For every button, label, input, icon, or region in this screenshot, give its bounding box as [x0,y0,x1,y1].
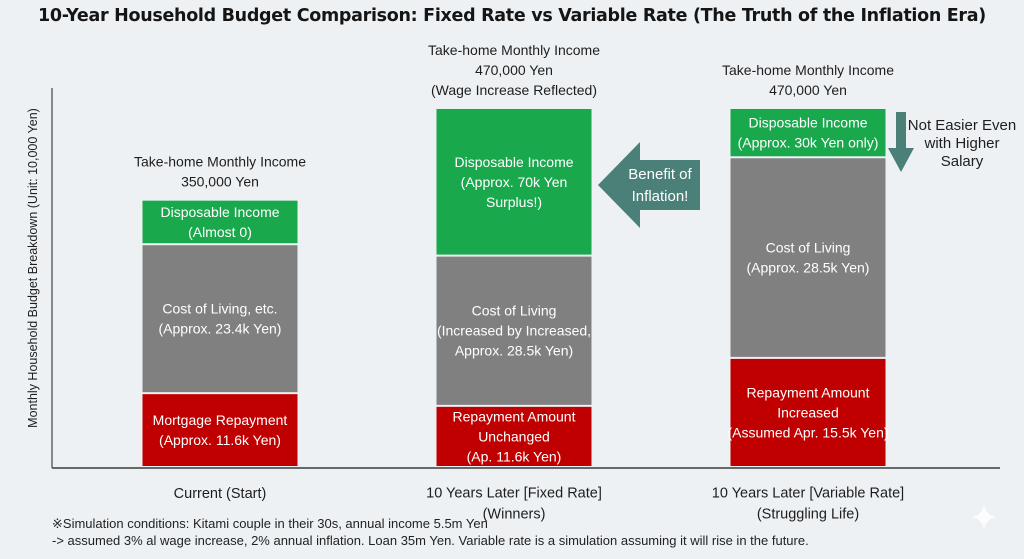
segment-label-mortgage-repayment: Repayment Amount Unchanged (Ap. 11.6k Yen) [453,408,576,464]
not-easier-text-line: Salary [941,153,984,170]
stacked-bar: Repayment Amount Increased (Assumed Apr. 1… [712,62,904,523]
x-tick-label: Current (Start) [174,486,267,502]
segment-label-disposable-income-line: (Almost 0) [188,224,252,240]
not-easier-annotation: Not Easier Even with Higher Salary [888,112,1016,172]
segment-label-cost-of-living-line: Approx. 28.5k Yen) [455,343,573,359]
bars: Mortgage Repayment (Approx. 11.6k Yen) Cos… [134,42,904,523]
sparkle-icon [972,505,996,529]
benefit-arrow-text-line: Inflation! [632,188,689,205]
x-tick-label-line: (Struggling Life) [757,507,859,523]
x-tick-label-line: Current (Start) [174,486,267,502]
segment-label-disposable-income-line: (Approx. 70k Yen [461,174,568,190]
segment-label-cost-of-living-line: (Approx. 28.5k Yen) [747,260,870,276]
axes [51,88,1000,469]
down-arrow-icon [888,112,914,172]
segment-label-mortgage-repayment: Mortgage Repayment (Approx. 11.6k Yen) [153,412,288,448]
x-tick-label-line: (Winners) [483,507,546,523]
bar-segment-disposable-income [436,109,592,255]
segment-label-cost-of-living: Cost of Living (Increased by Increased, Ap… [437,303,591,359]
income-caption-line: 470,000 Yen [475,62,553,78]
x-tick-label: 10 Years Later [Fixed Rate] (Winners) [426,486,602,523]
segment-label-cost-of-living-line: (Increased by Increased, [437,323,591,339]
x-tick-label-line: 10 Years Later [Variable Rate] [712,486,904,502]
stacked-bar: Mortgage Repayment (Approx. 11.6k Yen) Cos… [134,154,306,502]
simulation-note-line-1: ※Simulation conditions: Kitami couple in… [52,516,488,531]
segment-label-mortgage-repayment-line: (Ap. 11.6k Yen) [467,448,562,464]
segment-label-disposable-income-line: Disposable Income [160,204,279,220]
segment-label-cost-of-living: Cost of Living, etc. (Approx. 23.4k Yen) [159,301,282,337]
not-easier-text: Not Easier Even with Higher Salary [908,117,1016,170]
bar-segment-mortgage-repayment [436,406,592,466]
not-easier-text-line: with Higher [923,135,999,152]
chart-title: 10-Year Household Budget Comparison: Fix… [38,6,986,26]
segment-label-mortgage-repayment-line: Repayment Amount [453,408,576,424]
segment-label-mortgage-repayment-line: Repayment Amount [747,384,870,400]
income-caption: Take-home Monthly Income 470,000 Yen (Wage… [428,42,600,98]
bar-segment-cost-of-living [436,256,592,405]
segment-label-disposable-income: Disposable Income (Approx. 30k Yen only) [738,115,879,151]
bar-segment-mortgage-repayment [142,394,298,466]
x-tick-label: 10 Years Later [Variable Rate] (Strugglin… [712,486,904,523]
benefit-arrow-text-line: Benefit of [628,166,692,183]
benefit-arrow: Benefit of Inflation! [598,142,700,228]
segment-label-disposable-income: Disposable Income (Approx. 70k Yen Surplus… [454,154,573,210]
income-caption: Take-home Monthly Income 350,000 Yen [134,154,306,190]
segment-label-cost-of-living-line: Cost of Living, etc. [162,301,277,317]
segment-label-mortgage-repayment-line: Mortgage Repayment [153,412,288,428]
bar-segment-cost-of-living [142,245,298,393]
income-caption: Take-home Monthly Income 470,000 Yen [722,62,894,98]
left-arrow-icon [598,142,700,228]
income-caption-line: Take-home Monthly Income [134,154,306,170]
segment-label-cost-of-living: Cost of Living (Approx. 28.5k Yen) [747,240,870,276]
segment-label-disposable-income: Disposable Income (Almost 0) [160,204,279,240]
segment-label-disposable-income-line: Disposable Income [454,154,573,170]
income-caption-line: 350,000 Yen [181,174,259,190]
not-easier-text-line: Not Easier Even [908,117,1016,134]
segment-label-disposable-income-line: Disposable Income [748,115,867,131]
segment-label-mortgage-repayment: Repayment Amount Increased (Assumed Apr. 1… [727,384,888,440]
segment-label-cost-of-living-line: Cost of Living [472,303,557,319]
income-caption-line: (Wage Increase Reflected) [431,82,597,98]
benefit-arrow-text: Benefit of Inflation! [628,166,692,205]
stacked-bar: Repayment Amount Unchanged (Ap. 11.6k Yen)… [426,42,602,523]
income-caption-line: Take-home Monthly Income [428,42,600,58]
annotations: Benefit of Inflation! Not Easier Even with … [598,112,1016,228]
segment-label-disposable-income-line: Surplus!) [486,194,542,210]
segment-label-mortgage-repayment-line: (Approx. 11.6k Yen) [159,432,281,448]
segment-label-disposable-income-line: (Approx. 30k Yen only) [738,135,879,151]
income-caption-line: 470,000 Yen [769,82,847,98]
bar-segment-cost-of-living [730,158,886,357]
segment-label-mortgage-repayment-line: Unchanged [478,428,550,444]
bar-segment-mortgage-repayment [730,358,886,466]
y-axis-label: Monthly Household Budget Breakdown (Unit… [26,108,40,428]
segment-label-cost-of-living-line: Cost of Living [766,240,851,256]
bar-segment-disposable-income [142,200,298,244]
segment-label-cost-of-living-line: (Approx. 23.4k Yen) [159,321,282,337]
segment-label-mortgage-repayment-line: (Assumed Apr. 15.5k Yen) [727,424,888,440]
x-tick-label-line: 10 Years Later [Fixed Rate] [426,486,602,502]
segment-label-mortgage-repayment-line: Increased [777,404,838,420]
simulation-note-line-2: -> assumed 3% al wage increase, 2% annua… [52,533,809,548]
bar-segment-disposable-income [730,109,886,157]
income-caption-line: Take-home Monthly Income [722,62,894,78]
